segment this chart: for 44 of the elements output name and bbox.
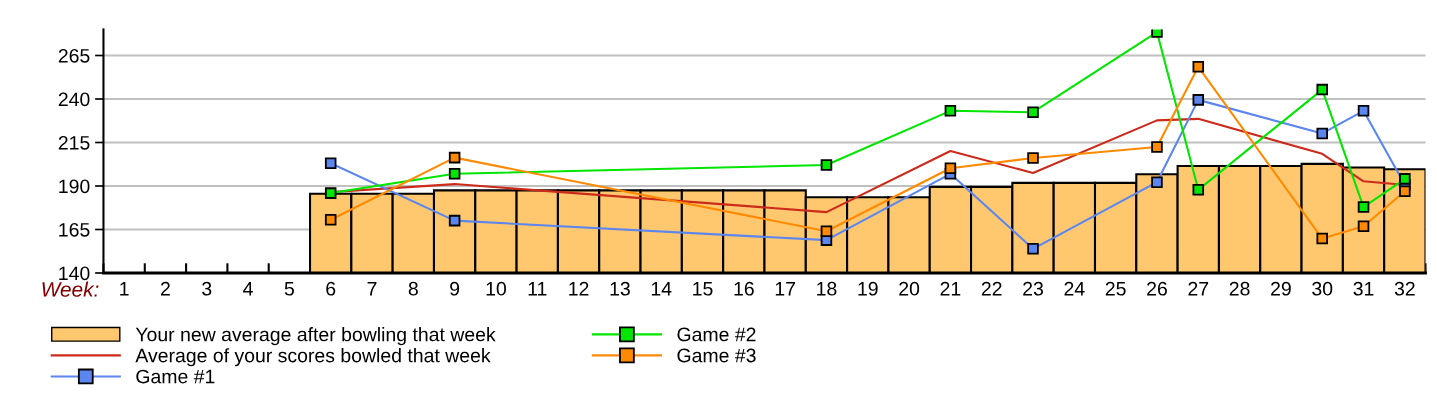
x-tick-label: 14 [651,282,672,296]
y-tick-label: 215 [58,135,90,150]
x-tick-label: 30 [1312,281,1333,296]
x-tick-label: 28 [1229,281,1250,296]
x-tick-label: 31 [1353,281,1374,296]
x-tick-label: 22 [981,281,1002,296]
x-tick-label: 5 [284,282,294,296]
x-tick-label: 1 [120,282,129,296]
x-tick-label: 26 [1147,281,1167,296]
y-tick-label: 140 [59,266,90,281]
x-tick-label: 32 [1394,281,1415,296]
x-tick-label: 13 [610,281,630,296]
x-tick-label: 3 [202,281,212,296]
x-tick-label: 21 [940,281,961,296]
x-axis-title: Week: [42,281,99,297]
x-tick-label: 7 [367,282,377,296]
x-tick-label: 12 [569,281,589,296]
x-tick-label: 24 [1064,281,1085,296]
x-tick-label: 11 [528,282,547,296]
x-tick-label: 19 [858,281,878,296]
y-tick-label: 265 [58,48,90,63]
x-tick-label: 16 [734,281,754,296]
x-tick-label: 29 [1271,281,1291,296]
x-tick-label: 27 [1188,281,1209,296]
x-tick-label: 18 [817,281,837,296]
y-tick-label: 240 [58,92,90,107]
legend-label: Average of your scores bowled that week [135,348,491,367]
x-tick-label: 10 [486,281,506,296]
x-tick-label: 6 [326,281,336,296]
x-tick-label: 17 [775,282,795,296]
legend-label: Your new average after bowling that week [135,327,496,346]
x-tick-label: 2 [161,281,170,296]
x-tick-label: 9 [450,281,460,296]
legend-label: Game #2 [677,327,756,342]
y-tick-label: 165 [59,222,90,237]
x-tick-label: 8 [408,281,418,296]
x-tick-label: 23 [1023,281,1043,296]
x-tick-label: 20 [899,281,920,296]
legend-label: Game #3 [677,348,756,363]
x-tick-label: 15 [693,282,713,296]
y-tick-label: 190 [59,179,90,194]
legend-label: Game #1 [136,369,215,384]
x-tick-label: 4 [243,282,253,296]
x-tick-label: 25 [1105,281,1126,296]
